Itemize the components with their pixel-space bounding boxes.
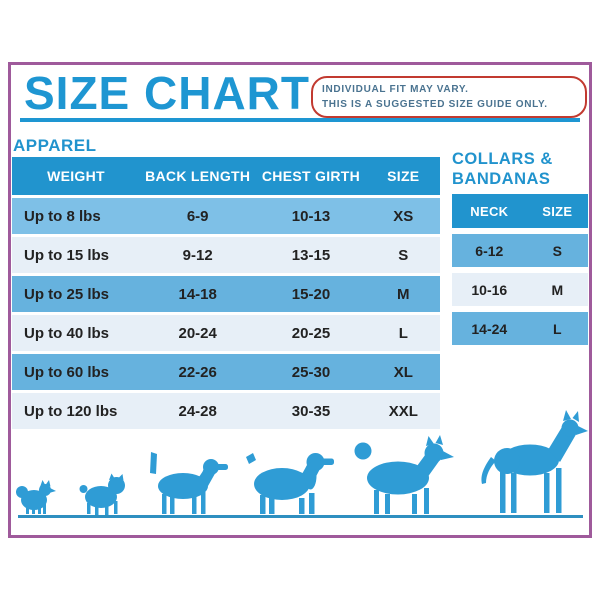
disclaimer-line-1: INDIVIDUAL FIT MAY VARY. (322, 84, 469, 95)
table-cell: Up to 40 lbs (12, 315, 140, 351)
table-cell: XL (366, 354, 440, 390)
table-cell: S (526, 234, 588, 267)
table-cell: 14-24 (452, 312, 527, 345)
table-row: Up to 8 lbs 6-9 10-13 XS (12, 198, 440, 234)
dog-silhouette-pomeranian-icon (16, 480, 56, 514)
dog-silhouettes-row (0, 408, 600, 518)
header-row: NECK SIZE (452, 194, 588, 228)
column-header: SIZE (366, 157, 440, 195)
collars-heading-line-2: BANDANAS (452, 169, 551, 188)
apparel-size-table: WEIGHT BACK LENGTH CHEST GIRTH SIZE Up to 8… (12, 154, 440, 432)
table-cell: Up to 25 lbs (12, 276, 140, 312)
table-cell: 6-9 (140, 198, 256, 234)
table-cell: 20-25 (255, 315, 367, 351)
table-row: Up to 15 lbs 9-12 13-15 S (12, 237, 440, 273)
table-row: Up to 60 lbs 22-26 25-30 XL (12, 354, 440, 390)
title-underline (20, 118, 580, 122)
column-header: CHEST GIRTH (255, 157, 367, 195)
table-cell: 6-12 (452, 234, 527, 267)
table-cell: 24-28 (140, 393, 256, 429)
table-cell: Up to 60 lbs (12, 354, 140, 390)
apparel-table-body: Up to 8 lbs 6-9 10-13 XS Up to 15 lbs 9-12 13-… (12, 198, 440, 429)
column-header: WEIGHT (12, 157, 140, 195)
table-cell: Up to 120 lbs (12, 393, 140, 429)
dog-silhouette-cocker-spaniel-icon (246, 453, 334, 514)
table-cell: 22-26 (140, 354, 256, 390)
table-row: Up to 25 lbs 14-18 15-20 M (12, 276, 440, 312)
table-cell: XXL (366, 393, 440, 429)
table-cell: 15-20 (255, 276, 367, 312)
table-cell: 13-15 (255, 237, 367, 273)
column-header: BACK LENGTH (140, 157, 256, 195)
disclaimer-line-2: THIS IS A SUGGESTED SIZE GUIDE ONLY. (322, 99, 548, 110)
collars-table-head: NECK SIZE (452, 194, 588, 228)
table-cell: Up to 15 lbs (12, 237, 140, 273)
table-cell: M (366, 276, 440, 312)
table-cell: 20-24 (140, 315, 256, 351)
dog-silhouette-beagle-icon (150, 452, 228, 514)
table-row: Up to 40 lbs 20-24 20-25 L (12, 315, 440, 351)
apparel-section-heading: APPAREL (13, 136, 97, 155)
table-row: 6-12 S (452, 234, 588, 267)
ground-line (18, 515, 583, 518)
table-cell: 30-35 (255, 393, 367, 429)
column-header: NECK (452, 194, 527, 228)
table-cell: L (366, 315, 440, 351)
table-row: 14-24 L (452, 312, 588, 345)
table-cell: L (526, 312, 588, 345)
apparel-table-head: WEIGHT BACK LENGTH CHEST GIRTH SIZE (12, 157, 440, 195)
disclaimer-note: INDIVIDUAL FIT MAY VARY. THIS IS A SUGGE… (311, 76, 587, 118)
dog-silhouette-pug-icon (79, 473, 125, 515)
table-cell: 10-13 (255, 198, 367, 234)
collars-section-heading: COLLARS & BANDANAS (452, 150, 553, 190)
collars-size-table: NECK SIZE 6-12 S 10-16 M 14-24 L (452, 188, 588, 351)
collars-table-body: 6-12 S 10-16 M 14-24 L (452, 234, 588, 345)
table-cell: 9-12 (140, 237, 256, 273)
table-cell: S (366, 237, 440, 273)
table-cell: Up to 8 lbs (12, 198, 140, 234)
dog-silhouette-great-dane-icon (481, 410, 588, 513)
column-header: SIZE (526, 194, 588, 228)
table-cell: 25-30 (255, 354, 367, 390)
dog-silhouette-husky-icon (354, 435, 454, 514)
table-cell: XS (366, 198, 440, 234)
table-row: Up to 120 lbs 24-28 30-35 XXL (12, 393, 440, 429)
collars-heading-line-1: COLLARS & (452, 150, 553, 168)
table-cell: 14-18 (140, 276, 256, 312)
header-row: WEIGHT BACK LENGTH CHEST GIRTH SIZE (12, 157, 440, 195)
page-title: SIZE CHART (24, 67, 310, 119)
table-cell: M (526, 273, 588, 306)
table-cell: 10-16 (452, 273, 527, 306)
table-row: 10-16 M (452, 273, 588, 306)
